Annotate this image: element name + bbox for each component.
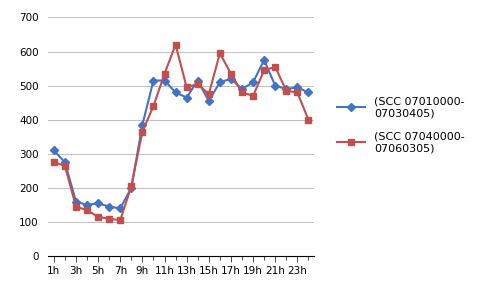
(SCC 07010000-
07030405) bbox=[117, 207, 123, 210]
(SCC 07010000-
07030405) bbox=[128, 186, 134, 190]
(SCC 07040000-
07060305) bbox=[250, 94, 256, 97]
(SCC 07010000-
07030405) bbox=[272, 84, 278, 87]
(SCC 07040000-
07060305) bbox=[73, 205, 79, 208]
(SCC 07010000-
07030405) bbox=[106, 205, 112, 208]
(SCC 07040000-
07060305) bbox=[151, 104, 156, 108]
(SCC 07040000-
07060305) bbox=[62, 164, 68, 168]
(SCC 07010000-
07030405) bbox=[261, 58, 267, 62]
(SCC 07010000-
07030405) bbox=[62, 161, 68, 164]
(SCC 07010000-
07030405) bbox=[217, 81, 223, 84]
(SCC 07010000-
07030405) bbox=[84, 203, 90, 207]
(SCC 07040000-
07060305) bbox=[106, 217, 112, 220]
(SCC 07010000-
07030405) bbox=[228, 77, 234, 81]
(SCC 07040000-
07060305) bbox=[51, 161, 57, 164]
(SCC 07040000-
07060305) bbox=[217, 52, 223, 55]
(SCC 07010000-
07030405) bbox=[306, 91, 312, 94]
Line: (SCC 07040000-
07060305): (SCC 07040000- 07060305) bbox=[51, 42, 311, 223]
(SCC 07040000-
07060305) bbox=[84, 208, 90, 212]
(SCC 07010000-
07030405) bbox=[162, 79, 168, 82]
(SCC 07010000-
07030405) bbox=[51, 149, 57, 152]
(SCC 07010000-
07030405) bbox=[284, 87, 289, 91]
(SCC 07040000-
07060305) bbox=[206, 93, 212, 96]
(SCC 07010000-
07030405) bbox=[184, 96, 189, 99]
(SCC 07040000-
07060305) bbox=[284, 89, 289, 93]
(SCC 07040000-
07060305) bbox=[272, 65, 278, 69]
(SCC 07040000-
07060305) bbox=[128, 184, 134, 188]
(SCC 07040000-
07060305) bbox=[140, 130, 145, 133]
(SCC 07010000-
07030405) bbox=[151, 79, 156, 82]
(SCC 07040000-
07060305) bbox=[95, 215, 101, 219]
(SCC 07010000-
07030405) bbox=[250, 81, 256, 84]
(SCC 07040000-
07060305) bbox=[173, 43, 179, 47]
(SCC 07010000-
07030405) bbox=[295, 86, 300, 89]
(SCC 07040000-
07060305) bbox=[117, 219, 123, 222]
(SCC 07010000-
07030405) bbox=[173, 91, 179, 94]
(SCC 07010000-
07030405) bbox=[195, 79, 200, 82]
(SCC 07010000-
07030405) bbox=[239, 87, 245, 91]
(SCC 07040000-
07060305) bbox=[295, 91, 300, 94]
(SCC 07040000-
07060305) bbox=[261, 69, 267, 72]
(SCC 07010000-
07030405) bbox=[140, 123, 145, 127]
(SCC 07040000-
07060305) bbox=[228, 72, 234, 75]
Line: (SCC 07010000-
07030405): (SCC 07010000- 07030405) bbox=[51, 57, 311, 211]
(SCC 07010000-
07030405) bbox=[73, 200, 79, 203]
(SCC 07040000-
07060305) bbox=[162, 72, 168, 75]
Legend: (SCC 07010000-
07030405), (SCC 07040000-
07060305): (SCC 07010000- 07030405), (SCC 07040000-… bbox=[333, 92, 469, 157]
(SCC 07040000-
07060305) bbox=[184, 86, 189, 89]
(SCC 07010000-
07030405) bbox=[206, 99, 212, 103]
(SCC 07010000-
07030405) bbox=[95, 201, 101, 205]
(SCC 07040000-
07060305) bbox=[195, 82, 200, 86]
(SCC 07040000-
07060305) bbox=[306, 118, 312, 121]
(SCC 07040000-
07060305) bbox=[239, 91, 245, 94]
